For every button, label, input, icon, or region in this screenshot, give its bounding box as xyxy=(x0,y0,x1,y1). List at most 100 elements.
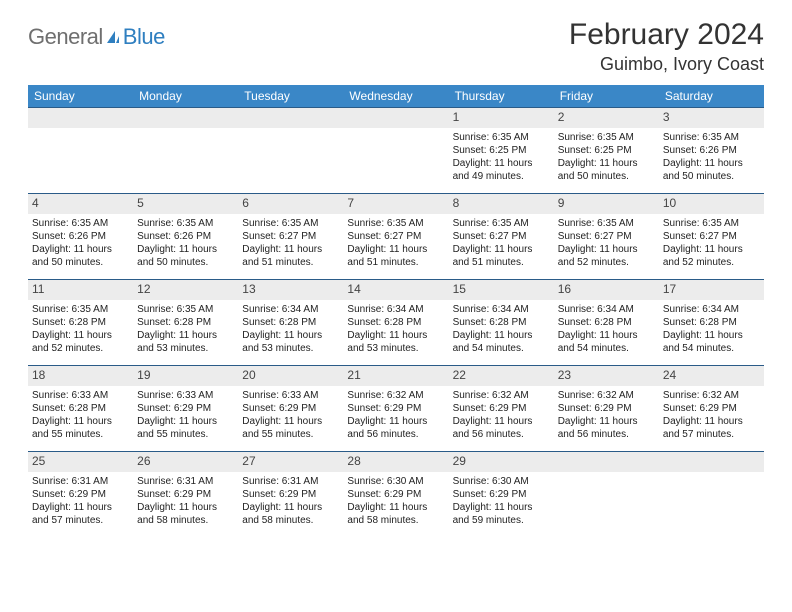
daylight-text: Daylight: 11 hours xyxy=(242,329,339,342)
empty-day xyxy=(238,108,343,128)
sunset-text: Sunset: 6:27 PM xyxy=(242,230,339,243)
day-cell: 4Sunrise: 6:35 AMSunset: 6:26 PMDaylight… xyxy=(28,194,133,280)
brand-part-1: General xyxy=(28,24,103,50)
day-cell: 1Sunrise: 6:35 AMSunset: 6:25 PMDaylight… xyxy=(449,108,554,194)
daylight-text: and 53 minutes. xyxy=(347,342,444,355)
weekday-header: Tuesday xyxy=(238,85,343,108)
daylight-text: and 52 minutes. xyxy=(558,256,655,269)
day-number: 11 xyxy=(28,280,133,300)
day-number: 28 xyxy=(343,452,448,472)
daylight-text: and 56 minutes. xyxy=(558,428,655,441)
sunrise-text: Sunrise: 6:33 AM xyxy=(242,389,339,402)
sunset-text: Sunset: 6:25 PM xyxy=(453,144,550,157)
sunset-text: Sunset: 6:28 PM xyxy=(347,316,444,329)
sunrise-text: Sunrise: 6:33 AM xyxy=(32,389,129,402)
day-number: 9 xyxy=(554,194,659,214)
day-cell xyxy=(554,452,659,538)
day-cell: 2Sunrise: 6:35 AMSunset: 6:25 PMDaylight… xyxy=(554,108,659,194)
day-number: 16 xyxy=(554,280,659,300)
month-title: February 2024 xyxy=(569,18,764,52)
day-number: 25 xyxy=(28,452,133,472)
daylight-text: and 52 minutes. xyxy=(663,256,760,269)
day-number: 13 xyxy=(238,280,343,300)
day-number: 26 xyxy=(133,452,238,472)
daylight-text: and 57 minutes. xyxy=(663,428,760,441)
day-number: 3 xyxy=(659,108,764,128)
page-header: General Blue February 2024 Guimbo, Ivory… xyxy=(28,18,764,75)
daylight-text: Daylight: 11 hours xyxy=(32,329,129,342)
sunrise-text: Sunrise: 6:34 AM xyxy=(453,303,550,316)
day-cell: 15Sunrise: 6:34 AMSunset: 6:28 PMDayligh… xyxy=(449,280,554,366)
empty-day xyxy=(28,108,133,128)
day-cell: 16Sunrise: 6:34 AMSunset: 6:28 PMDayligh… xyxy=(554,280,659,366)
weekday-header: Monday xyxy=(133,85,238,108)
week-row: 11Sunrise: 6:35 AMSunset: 6:28 PMDayligh… xyxy=(28,280,764,366)
sunrise-text: Sunrise: 6:34 AM xyxy=(663,303,760,316)
day-number: 19 xyxy=(133,366,238,386)
sunrise-text: Sunrise: 6:32 AM xyxy=(453,389,550,402)
day-cell: 18Sunrise: 6:33 AMSunset: 6:28 PMDayligh… xyxy=(28,366,133,452)
sunrise-text: Sunrise: 6:30 AM xyxy=(453,475,550,488)
daylight-text: and 58 minutes. xyxy=(242,514,339,527)
sunset-text: Sunset: 6:29 PM xyxy=(137,488,234,501)
sunset-text: Sunset: 6:28 PM xyxy=(137,316,234,329)
sail-icon xyxy=(105,29,121,45)
sunset-text: Sunset: 6:28 PM xyxy=(453,316,550,329)
sunset-text: Sunset: 6:26 PM xyxy=(137,230,234,243)
sunset-text: Sunset: 6:28 PM xyxy=(32,402,129,415)
sunrise-text: Sunrise: 6:31 AM xyxy=(32,475,129,488)
daylight-text: Daylight: 11 hours xyxy=(558,243,655,256)
empty-day xyxy=(343,108,448,128)
day-cell: 13Sunrise: 6:34 AMSunset: 6:28 PMDayligh… xyxy=(238,280,343,366)
calendar-body: 1Sunrise: 6:35 AMSunset: 6:25 PMDaylight… xyxy=(28,108,764,538)
daylight-text: Daylight: 11 hours xyxy=(32,415,129,428)
daylight-text: Daylight: 11 hours xyxy=(242,243,339,256)
day-cell: 26Sunrise: 6:31 AMSunset: 6:29 PMDayligh… xyxy=(133,452,238,538)
sunrise-text: Sunrise: 6:34 AM xyxy=(242,303,339,316)
sunrise-text: Sunrise: 6:35 AM xyxy=(453,131,550,144)
sunset-text: Sunset: 6:27 PM xyxy=(347,230,444,243)
daylight-text: Daylight: 11 hours xyxy=(663,415,760,428)
daylight-text: and 52 minutes. xyxy=(32,342,129,355)
weekday-header: Sunday xyxy=(28,85,133,108)
day-number: 2 xyxy=(554,108,659,128)
daylight-text: and 57 minutes. xyxy=(32,514,129,527)
day-number: 4 xyxy=(28,194,133,214)
daylight-text: Daylight: 11 hours xyxy=(32,243,129,256)
daylight-text: Daylight: 11 hours xyxy=(347,415,444,428)
week-row: 18Sunrise: 6:33 AMSunset: 6:28 PMDayligh… xyxy=(28,366,764,452)
brand-part-2: Blue xyxy=(123,24,165,50)
day-cell xyxy=(238,108,343,194)
daylight-text: and 50 minutes. xyxy=(558,170,655,183)
daylight-text: Daylight: 11 hours xyxy=(137,243,234,256)
daylight-text: Daylight: 11 hours xyxy=(347,329,444,342)
sunrise-text: Sunrise: 6:35 AM xyxy=(347,217,444,230)
sunset-text: Sunset: 6:29 PM xyxy=(347,488,444,501)
day-cell: 5Sunrise: 6:35 AMSunset: 6:26 PMDaylight… xyxy=(133,194,238,280)
daylight-text: and 55 minutes. xyxy=(242,428,339,441)
sunset-text: Sunset: 6:26 PM xyxy=(663,144,760,157)
sunset-text: Sunset: 6:26 PM xyxy=(32,230,129,243)
sunset-text: Sunset: 6:28 PM xyxy=(558,316,655,329)
day-cell: 8Sunrise: 6:35 AMSunset: 6:27 PMDaylight… xyxy=(449,194,554,280)
day-number: 6 xyxy=(238,194,343,214)
daylight-text: Daylight: 11 hours xyxy=(453,329,550,342)
empty-day xyxy=(133,108,238,128)
day-cell: 21Sunrise: 6:32 AMSunset: 6:29 PMDayligh… xyxy=(343,366,448,452)
sunrise-text: Sunrise: 6:32 AM xyxy=(663,389,760,402)
weekday-header-row: Sunday Monday Tuesday Wednesday Thursday… xyxy=(28,85,764,108)
brand-logo: General Blue xyxy=(28,18,165,50)
sunrise-text: Sunrise: 6:33 AM xyxy=(137,389,234,402)
day-cell: 9Sunrise: 6:35 AMSunset: 6:27 PMDaylight… xyxy=(554,194,659,280)
day-number: 23 xyxy=(554,366,659,386)
calendar-page: General Blue February 2024 Guimbo, Ivory… xyxy=(0,0,792,550)
sunset-text: Sunset: 6:29 PM xyxy=(242,488,339,501)
sunset-text: Sunset: 6:27 PM xyxy=(558,230,655,243)
daylight-text: and 51 minutes. xyxy=(453,256,550,269)
day-cell: 23Sunrise: 6:32 AMSunset: 6:29 PMDayligh… xyxy=(554,366,659,452)
empty-day xyxy=(659,452,764,472)
daylight-text: Daylight: 11 hours xyxy=(558,157,655,170)
daylight-text: Daylight: 11 hours xyxy=(137,415,234,428)
day-number: 20 xyxy=(238,366,343,386)
daylight-text: Daylight: 11 hours xyxy=(32,501,129,514)
